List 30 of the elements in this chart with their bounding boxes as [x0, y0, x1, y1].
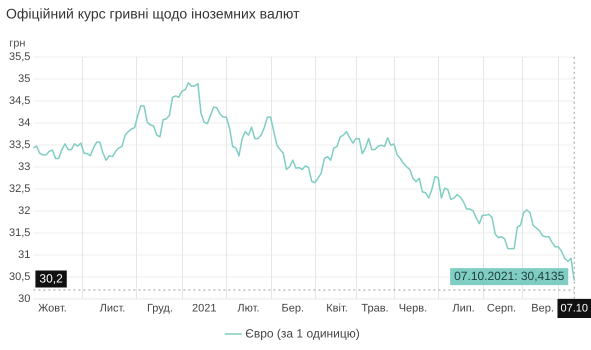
y-tick-label: 34 — [18, 116, 30, 129]
x-tick-label: Черв. — [398, 302, 428, 314]
y-tick-label: 32,5 — [8, 182, 30, 195]
chart-title: Офіційний курс гривні щодо іноземних валют — [6, 5, 300, 22]
x-tick-label: Жовт. — [38, 302, 67, 314]
y-tick-label: 30 — [18, 292, 30, 305]
x-tick-label: Лип. — [452, 302, 475, 314]
y-tick-label: 32 — [18, 204, 30, 217]
x-tick-label: Квіт. — [326, 302, 348, 314]
x-tick-label: Вер. — [531, 302, 554, 314]
ref-line-label: 30,2 — [39, 271, 64, 286]
y-axis-title: грн — [9, 37, 26, 50]
y-tick-label: 31,5 — [8, 226, 30, 239]
annotation: 07.10.2021: 30,4135 — [454, 268, 565, 283]
x-tick-label: Серп. — [486, 302, 516, 314]
x-tick-label: Груд. — [146, 302, 173, 314]
x-tick-label: Трав. — [361, 302, 389, 314]
x-tick-label: Лист. — [100, 302, 126, 314]
x-tick-label: 2021 — [192, 302, 216, 314]
y-tick-label: 34,5 — [8, 94, 30, 107]
legend-label: Євро (за 1 одиницю) — [245, 326, 360, 340]
y-tick-label: 30,5 — [8, 270, 30, 283]
y-tick-label: 35,5 — [8, 50, 30, 63]
y-tick-label: 31 — [18, 248, 30, 261]
y-tick-label: 33,5 — [8, 138, 30, 151]
x-tick-label: Бер. — [281, 302, 304, 314]
x-tick-label: 07.10 — [560, 302, 588, 314]
y-tick-label: 33 — [18, 160, 30, 173]
y-tick-label: 35 — [18, 72, 30, 85]
x-tick-label: Лют. — [237, 302, 260, 314]
